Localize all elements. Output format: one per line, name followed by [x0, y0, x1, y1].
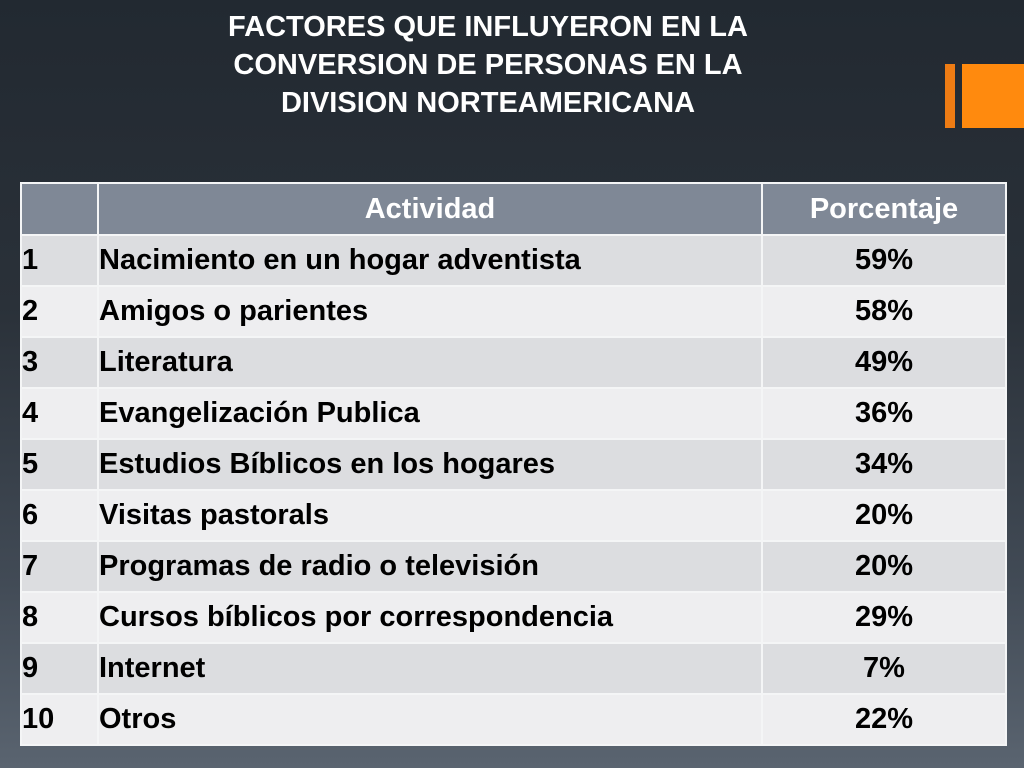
row-actividad: Literatura [97, 336, 763, 389]
row-porcentaje: 34% [761, 438, 1007, 491]
row-actividad: Otros [97, 693, 763, 746]
row-number: 4 [20, 387, 99, 440]
table-row: 7 Programas de radio o televisión 20% [20, 540, 1007, 593]
row-porcentaje: 58% [761, 285, 1007, 338]
table-row: 4 Evangelización Publica 36% [20, 387, 1007, 440]
row-porcentaje: 49% [761, 336, 1007, 389]
row-number: 5 [20, 438, 99, 491]
row-porcentaje: 20% [761, 489, 1007, 542]
row-number: 8 [20, 591, 99, 644]
table-row: 5 Estudios Bíblicos en los hogares 34% [20, 438, 1007, 491]
table-row: 3 Literatura 49% [20, 336, 1007, 389]
table-row: 9 Internet 7% [20, 642, 1007, 695]
slide-title: FACTORES QUE INFLUYERON EN LA CONVERSION… [150, 8, 826, 122]
table-header-row: Actividad Porcentaje [20, 182, 1007, 236]
decorative-accent-bar-thick [962, 64, 1024, 128]
row-number: 9 [20, 642, 99, 695]
row-actividad: Estudios Bíblicos en los hogares [97, 438, 763, 491]
row-number: 6 [20, 489, 99, 542]
table-row: 8 Cursos bíblicos por correspondencia 29… [20, 591, 1007, 644]
row-porcentaje: 7% [761, 642, 1007, 695]
slide-title-line-1: FACTORES QUE INFLUYERON EN LA [228, 11, 748, 43]
row-actividad: Visitas pastorals [97, 489, 763, 542]
slide-title-line-2: CONVERSION DE PERSONAS EN LA [233, 49, 743, 81]
row-porcentaje: 20% [761, 540, 1007, 593]
conversion-factors-table: Actividad Porcentaje 1 Nacimiento en un … [20, 182, 1007, 746]
header-number [20, 182, 99, 236]
row-number: 7 [20, 540, 99, 593]
table-row: 6 Visitas pastorals 20% [20, 489, 1007, 542]
row-number: 2 [20, 285, 99, 338]
header-actividad: Actividad [97, 182, 763, 236]
row-actividad: Internet [97, 642, 763, 695]
row-porcentaje: 36% [761, 387, 1007, 440]
row-number: 10 [20, 693, 99, 746]
row-actividad: Amigos o parientes [97, 285, 763, 338]
slide-title-line-3: DIVISION NORTEAMERICANA [280, 87, 696, 119]
table-row: 2 Amigos o parientes 58% [20, 285, 1007, 338]
row-porcentaje: 22% [761, 693, 1007, 746]
header-porcentaje: Porcentaje [761, 182, 1007, 236]
row-number: 3 [20, 336, 99, 389]
row-actividad: Programas de radio o televisión [97, 540, 763, 593]
row-actividad: Cursos bíblicos por correspondencia [97, 591, 763, 644]
decorative-accent-bar-thin [945, 64, 955, 128]
row-porcentaje: 29% [761, 591, 1007, 644]
row-actividad: Evangelización Publica [97, 387, 763, 440]
row-porcentaje: 59% [761, 234, 1007, 287]
row-number: 1 [20, 234, 99, 287]
table-row: 1 Nacimiento en un hogar adventista 59% [20, 234, 1007, 287]
row-actividad: Nacimiento en un hogar adventista [97, 234, 763, 287]
table-row: 10 Otros 22% [20, 693, 1007, 746]
